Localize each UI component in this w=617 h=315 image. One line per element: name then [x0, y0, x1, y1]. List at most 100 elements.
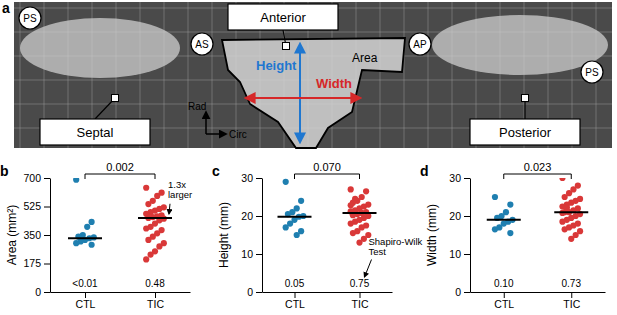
y-tick: 20: [449, 210, 470, 222]
y-tick-mark: [44, 235, 50, 236]
x-axis-line: [263, 292, 393, 293]
photo-grid-line: [164, 2, 165, 148]
data-point: [562, 226, 568, 232]
data-point: [73, 178, 79, 183]
y-tick-label: 30: [241, 172, 253, 184]
y-tick-label: 30: [449, 172, 461, 184]
median-line: [68, 237, 102, 239]
panel-d: 0102030CTLTICWidth (mm)d0.100.730.023: [420, 161, 606, 310]
x-tick: TIC: [563, 292, 580, 310]
leader-marker: [112, 95, 119, 102]
comparison-p: 0.002: [106, 161, 134, 173]
annotation: 1.3xlarger: [168, 179, 192, 200]
y-tick: 525: [23, 200, 50, 212]
data-point: [145, 201, 151, 207]
y-tick-mark: [44, 292, 50, 293]
y-tick-label: 20: [241, 210, 253, 222]
normality-p: 0.10: [494, 278, 514, 289]
y-axis-title: Width (mm): [425, 204, 439, 266]
y-tick-label: 350: [23, 229, 41, 241]
y-tick-mark: [44, 178, 50, 179]
y-tick-mark: [44, 207, 50, 208]
plot-marks: [487, 178, 589, 242]
y-axis-title: Area (mm²): [5, 205, 19, 266]
data-point: [148, 251, 154, 257]
y-axis: 0 10 20 30: [241, 172, 262, 298]
region-label: AS: [195, 39, 209, 50]
y-tick: 0: [455, 286, 470, 298]
comparison-bracket: [504, 174, 572, 179]
comparison-p: 0.070: [313, 161, 341, 173]
photo-grid: [14, 2, 612, 148]
y-tick-mark: [464, 216, 470, 217]
panel-letter: b: [0, 163, 9, 179]
y-tick-label: 0: [455, 286, 461, 298]
region-label: AP: [413, 39, 427, 50]
photo-background: [14, 2, 612, 148]
data-point: [73, 240, 79, 246]
photo-grid-line: [188, 2, 189, 148]
x-axis-line: [471, 292, 606, 293]
data-point: [294, 232, 300, 238]
data-point: [84, 224, 90, 230]
photo-grid-line: [380, 2, 381, 148]
y-tick: 10: [449, 248, 470, 260]
y-tick-label: 10: [241, 248, 253, 260]
panel-letter: c: [212, 163, 220, 179]
circ-arrow: [206, 133, 226, 135]
plot-marks: [68, 178, 172, 263]
normality-p: <0.01: [72, 278, 98, 289]
data-point: [559, 178, 565, 181]
panel-c: 0102030CTLTICHeight (mm)c0.050.750.070Sh…: [212, 161, 423, 310]
y-tick-mark: [44, 264, 50, 265]
normality-p: 0.75: [350, 278, 370, 289]
comparison-bracket: [85, 174, 155, 179]
x-tick-mark: [360, 292, 361, 298]
y-tick: 30: [241, 172, 262, 184]
region-label: PS: [23, 13, 37, 24]
box-label: Anterior: [260, 10, 306, 25]
y-tick: 10: [241, 248, 262, 260]
panel-a: PSASAPPSAnteriorSeptalPosteriorAreaHeigh…: [2, 0, 612, 148]
y-tick-label: 20: [449, 210, 461, 222]
x-axis: CTL TIC: [51, 292, 191, 310]
panel-letter: a: [2, 0, 10, 16]
x-tick-label: CTL: [76, 298, 96, 310]
y-tick: 350: [23, 229, 50, 241]
plot-marks: [278, 179, 377, 246]
data-point: [154, 193, 160, 199]
data-point: [89, 219, 95, 225]
y-tick: 175: [23, 257, 50, 269]
region-circle: [581, 61, 603, 83]
x-tick-label: TIC: [563, 298, 580, 310]
tissue-septal: [20, 18, 180, 78]
box-label: Posterior: [499, 125, 552, 140]
y-tick: 30: [449, 172, 470, 184]
y-tick-label: 10: [449, 248, 461, 260]
data-point: [283, 179, 289, 185]
annotation-arrow: [169, 204, 170, 214]
x-tick: TIC: [352, 292, 369, 310]
region-label: PS: [585, 67, 599, 78]
x-tick-mark: [504, 292, 505, 298]
normality-p: 0.73: [562, 278, 582, 289]
width-arrow: [246, 97, 360, 99]
photo-grid-line: [404, 2, 405, 148]
annotation: Shapiro-WilkTest: [369, 236, 423, 257]
y-axis-line: [262, 179, 263, 293]
x-tick: TIC: [147, 292, 164, 310]
annotation-arrow: [365, 260, 372, 278]
data-point: [352, 196, 358, 202]
data-point: [89, 242, 95, 248]
data-point: [348, 186, 354, 192]
x-tick-mark: [295, 292, 296, 298]
data-point: [143, 256, 149, 262]
median-line: [278, 216, 312, 218]
circ-label: Circ: [229, 129, 247, 140]
y-tick: 0: [247, 286, 262, 298]
label-box: [470, 119, 580, 145]
annotation-line: larger: [168, 189, 192, 200]
comparison-p: 0.023: [524, 161, 552, 173]
x-axis: CTLTIC: [263, 292, 393, 310]
normality-p: 0.05: [285, 278, 305, 289]
